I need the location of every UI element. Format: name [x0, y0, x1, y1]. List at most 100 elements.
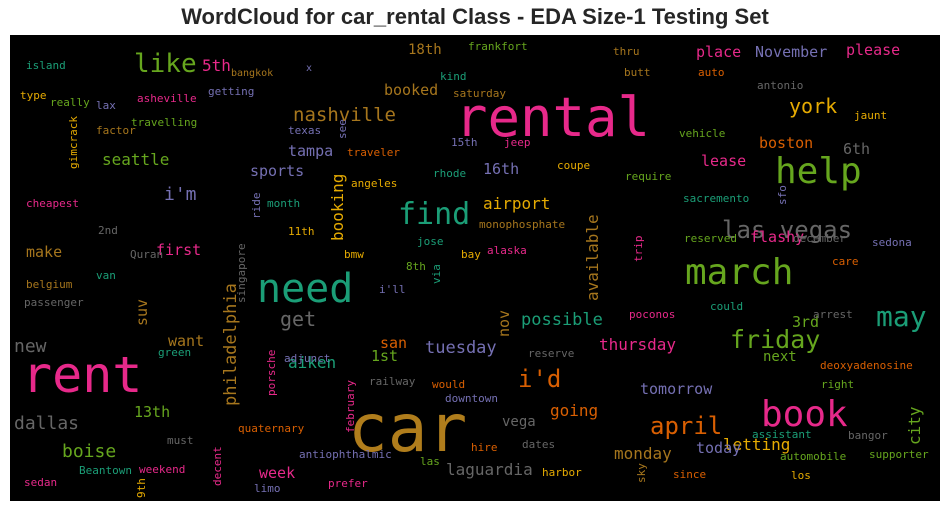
word-must: must: [167, 434, 194, 447]
word-care: care: [832, 255, 859, 268]
word-sky: sky: [635, 463, 648, 483]
word-weekend: weekend: [139, 463, 185, 476]
word-lease: lease: [701, 152, 746, 170]
word-prefer: prefer: [328, 477, 368, 490]
word-11th: 11th: [288, 225, 315, 238]
word-i-ll: i'll: [379, 283, 406, 296]
word-want: want: [168, 332, 204, 350]
word-jaunt: jaunt: [854, 109, 887, 122]
word-monday: monday: [614, 444, 672, 463]
word-frankfort: frankfort: [468, 40, 528, 53]
word-traveler: traveler: [347, 146, 400, 159]
word-passenger: passenger: [24, 296, 84, 309]
word-antonio: antonio: [757, 79, 803, 92]
chart-title: WordCloud for car_rental Class - EDA Siz…: [181, 4, 769, 29]
word-arrest: arrest: [813, 308, 853, 321]
word-2nd: 2nd: [98, 224, 118, 237]
word-5th: 5th: [202, 56, 231, 75]
word-asheville: asheville: [137, 92, 197, 105]
word-x: x: [306, 63, 312, 74]
word-quran: Quran: [130, 248, 163, 261]
word-13th: 13th: [134, 403, 170, 421]
word-tuesday: tuesday: [425, 338, 497, 358]
word-angeles: angeles: [351, 177, 397, 190]
word-bangor: bangor: [848, 429, 888, 442]
word-april: april: [650, 412, 722, 440]
word-i-m: i'm: [164, 184, 197, 205]
word-san: san: [380, 334, 407, 352]
word-bmw: bmw: [344, 248, 364, 261]
word-please: please: [846, 41, 900, 59]
word-bay: bay: [461, 248, 481, 261]
word-sedan: sedan: [24, 476, 57, 489]
word-booked: booked: [384, 81, 438, 99]
word-tomorrow: tomorrow: [640, 380, 713, 398]
word-like: like: [134, 49, 197, 79]
word-reserve: reserve: [528, 347, 574, 360]
word-february: february: [344, 380, 357, 433]
word-limo: limo: [254, 482, 281, 495]
word-rental: rental: [455, 86, 650, 149]
word-cloud-svg: car rental rent need march help book find may las…: [14, 40, 929, 498]
word-bangkok: bangkok: [231, 68, 273, 79]
word-island: island: [26, 59, 66, 72]
word-via: via: [430, 264, 443, 284]
word-8th: 8th: [406, 260, 426, 273]
word-texas: texas: [288, 124, 321, 137]
word-cheapest: cheapest: [26, 197, 79, 210]
word-6th: 6th: [843, 140, 870, 158]
word-jeep: jeep: [504, 136, 531, 149]
word-vehicle: vehicle: [679, 127, 725, 140]
word-sedona: sedona: [872, 236, 912, 249]
word-laguardia: laguardia: [446, 460, 533, 479]
word-deoxyadenosine: deoxyadenosine: [820, 359, 913, 372]
word-suv: suv: [133, 299, 151, 326]
word-belgium: belgium: [26, 278, 73, 291]
word-may: may: [876, 300, 927, 333]
word-van: van: [96, 269, 116, 282]
word-3rd: 3rd: [792, 313, 819, 331]
word-new: new: [14, 336, 47, 357]
word-lax: lax: [96, 99, 116, 112]
word-help: help: [775, 151, 862, 192]
word-singapore: singapore: [235, 243, 248, 303]
word-available: available: [583, 214, 602, 301]
word-butt: butt: [624, 66, 651, 79]
word-booking: booking: [328, 174, 347, 241]
word-coupe: coupe: [557, 159, 590, 172]
word-could: could: [710, 300, 743, 313]
word-sacremento: sacremento: [683, 192, 749, 205]
word-philadelphia: philadelphia: [221, 283, 241, 406]
word-boston: boston: [759, 134, 813, 152]
word-require: require: [625, 170, 671, 183]
word-rhode: rhode: [433, 167, 466, 180]
word-right: right: [821, 378, 854, 391]
word-find: find: [398, 197, 470, 232]
word-type: type: [20, 89, 47, 102]
word-make: make: [26, 243, 62, 261]
word-poconos: poconos: [629, 308, 675, 321]
word-assistant: assistant: [752, 428, 812, 441]
word-first: first: [156, 241, 201, 259]
word-next: next: [763, 349, 797, 365]
word-cloud: car rental rent need march help book find may las…: [10, 35, 940, 501]
word-airport: airport: [483, 194, 550, 213]
word-las: las: [420, 455, 440, 468]
word-possible: possible: [521, 310, 603, 330]
word-nashville: nashville: [293, 104, 396, 126]
word-place: place: [696, 43, 741, 61]
word-car: car: [348, 390, 467, 467]
word-railway: railway: [369, 375, 416, 388]
word-getting: getting: [208, 85, 254, 98]
word-harbor: harbor: [542, 466, 582, 479]
word-december: december: [793, 232, 846, 245]
word-reserved: reserved: [684, 232, 737, 245]
word-york: york: [789, 94, 837, 118]
word-letting: letting: [723, 435, 790, 454]
word-thursday: thursday: [599, 335, 676, 354]
word-kind: kind: [440, 70, 467, 83]
word-ride: ride: [250, 193, 263, 220]
word-18th: 18th: [408, 42, 442, 58]
word-supporter: supporter: [869, 448, 929, 461]
word-gimcrack: gimcrack: [67, 116, 80, 169]
